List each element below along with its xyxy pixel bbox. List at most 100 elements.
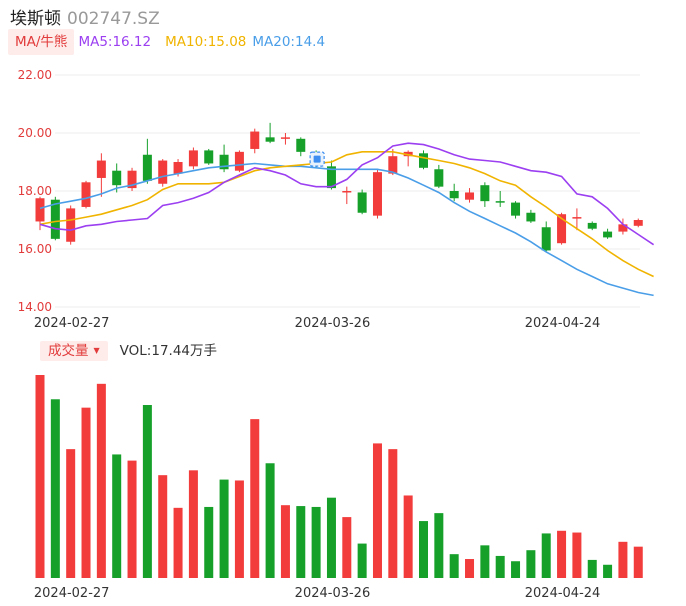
volume-bar [465, 559, 475, 578]
volume-bar [96, 383, 106, 578]
candle-body [419, 153, 428, 168]
volume-indicator-dropdown[interactable]: 成交量 ▼ [40, 341, 108, 361]
volume-bar [419, 521, 428, 578]
ma10-line [39, 151, 654, 278]
y-tick-label: 16.00 [18, 242, 52, 256]
stock-header: 埃斯顿 002747.SZ [10, 4, 160, 29]
x-tick-label: 2024-03-26 [295, 316, 371, 331]
volume-bar [204, 506, 214, 578]
candle-body [557, 214, 567, 244]
volume-bar [557, 530, 567, 578]
candle-body [250, 131, 260, 149]
candle-body [280, 137, 290, 139]
x-tick-label: 2024-02-27 [34, 586, 110, 601]
candle-body [296, 138, 306, 152]
candle-body [50, 199, 60, 239]
candle-body [173, 162, 183, 174]
volume-bar [372, 443, 382, 578]
candle-body [572, 217, 582, 219]
volume-bar [434, 513, 444, 578]
volume-bar [219, 479, 229, 578]
volume-bar [357, 543, 367, 578]
ma20-line [39, 162, 654, 297]
candle-body [142, 154, 152, 181]
ma-legend: MA/牛熊 MA5:16.12 MA10:15.08 MA20:14.4 [8, 29, 325, 55]
volume-bar [342, 517, 352, 578]
candle-body [587, 222, 597, 229]
candle-body [618, 224, 628, 232]
x-tick-label: 2024-03-26 [295, 586, 371, 601]
volume-value: VOL:17.44万手 [119, 343, 217, 359]
volume-bar [127, 460, 137, 578]
volume-bar [50, 399, 60, 578]
ma5-value: MA5:16.12 [78, 34, 152, 50]
candle-body [234, 151, 244, 171]
dropdown-triangle-icon: ▼ [93, 346, 100, 355]
volume-bar [66, 449, 76, 578]
volume-bar [234, 480, 244, 578]
volume-bar [296, 506, 306, 578]
candle-body [326, 166, 336, 189]
volume-bar [326, 497, 336, 578]
ma20-value: MA20:14.4 [252, 34, 326, 50]
ma-selector-button[interactable]: MA/牛熊 [8, 29, 75, 55]
candle-body [526, 212, 536, 222]
y-tick-label: 18.00 [18, 184, 52, 198]
highlight-marker-core [313, 155, 321, 163]
volume-bar [618, 541, 628, 578]
volume-bar [603, 564, 613, 578]
candle-body [219, 154, 229, 170]
candle-body [388, 156, 398, 174]
candle-body [633, 220, 643, 226]
candle-body [603, 231, 613, 238]
candle-body [541, 227, 551, 251]
candle-body [112, 170, 122, 186]
candle-body [495, 201, 505, 203]
candle-body [188, 150, 198, 167]
volume-bar [495, 555, 505, 578]
ma5-line [39, 142, 655, 246]
volume-bar [158, 475, 168, 578]
volume-bar [81, 407, 91, 578]
volume-bar [449, 554, 459, 578]
volume-bar [142, 405, 152, 578]
volume-bar [35, 375, 45, 578]
candle-body [96, 160, 106, 178]
volume-bar [541, 533, 551, 578]
candle-body [66, 208, 76, 242]
volume-bar [403, 495, 413, 578]
volume-bar [480, 545, 490, 578]
candle-body [434, 169, 444, 187]
y-tick-label: 14.00 [18, 300, 52, 314]
candle-body [357, 192, 367, 213]
candle-body [511, 202, 521, 216]
volume-bar [188, 470, 198, 578]
volume-bar [280, 505, 290, 578]
x-tick-label: 2024-04-24 [525, 586, 601, 601]
volume-bar [572, 532, 582, 578]
volume-bar [311, 506, 321, 578]
x-tick-label: 2024-04-24 [525, 316, 601, 331]
candle-body [127, 170, 137, 189]
volume-bar [265, 463, 275, 578]
candle-body [35, 198, 45, 222]
candle-body [204, 150, 214, 164]
candle-body [449, 191, 459, 199]
x-tick-label: 2024-02-27 [34, 316, 110, 331]
volume-bar [250, 419, 260, 578]
y-tick-label: 22.00 [18, 68, 52, 82]
ma10-value: MA10:15.08 [165, 34, 247, 50]
stock-code: 002747.SZ [67, 9, 160, 29]
volume-bar [173, 507, 183, 578]
candle-body [81, 182, 91, 207]
volume-bar [587, 559, 597, 578]
volume-bar [633, 546, 643, 578]
volume-bar [511, 561, 521, 578]
volume-bar [526, 550, 536, 578]
candle-body [372, 172, 382, 216]
volume-bar [112, 454, 122, 578]
candle-body [158, 160, 168, 184]
volume-label: 成交量 [48, 343, 89, 359]
volume-legend: 成交量 ▼ VOL:17.44万手 [40, 341, 217, 361]
